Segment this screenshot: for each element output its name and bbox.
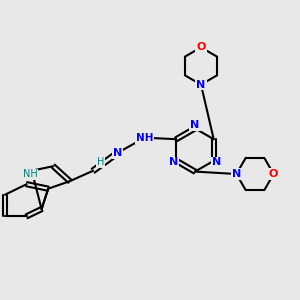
Text: N: N — [196, 80, 206, 90]
Text: H: H — [97, 157, 104, 167]
Text: N: N — [212, 158, 221, 167]
Text: N: N — [232, 169, 241, 179]
Text: NH: NH — [23, 169, 38, 179]
Text: O: O — [196, 42, 206, 52]
Text: O: O — [269, 169, 278, 179]
Text: N: N — [190, 120, 200, 130]
Text: NH: NH — [136, 133, 154, 143]
Text: N: N — [113, 148, 122, 158]
Text: N: N — [169, 158, 178, 167]
